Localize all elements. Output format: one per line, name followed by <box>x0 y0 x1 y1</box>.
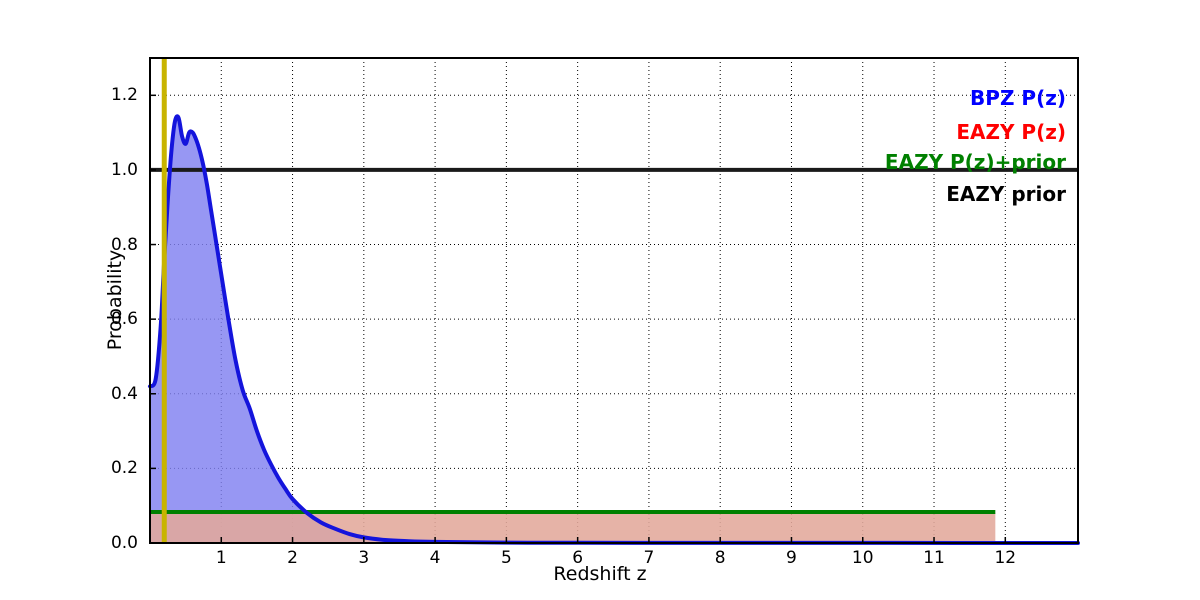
plot-background <box>150 58 1078 543</box>
tick-marks <box>150 94 1007 544</box>
y-tick-label: 1.2 <box>110 85 138 106</box>
y-tick-label: 0.0 <box>110 533 138 553</box>
y-tick-label: 1.0 <box>110 159 138 180</box>
eazy-pz-area <box>150 512 996 543</box>
x-axis-label: Redshift z <box>553 563 647 585</box>
legend-entry-2: EAZY P(z) <box>956 120 1066 144</box>
x-tick-label: 7 <box>643 548 655 568</box>
legend-entry-1: BPZ P(z) <box>970 86 1066 110</box>
x-tick-label: 5 <box>500 548 512 568</box>
x-tick-label: 8 <box>714 548 726 568</box>
x-tick-label: 2 <box>287 548 298 568</box>
x-tick-label: 1 <box>215 548 227 568</box>
axes-frame <box>149 57 1079 544</box>
x-tick-label: 12 <box>994 548 1017 568</box>
bpz-pz-curve <box>148 114 1080 545</box>
legend-entry-3: EAZY P(z)+prior <box>884 150 1066 174</box>
x-tick-label: 6 <box>572 548 584 568</box>
y-tick-label: 0.8 <box>110 234 138 255</box>
y-tick-label: 0.2 <box>110 458 138 479</box>
x-tick-label: 4 <box>429 548 441 568</box>
legend-entry-4: EAZY prior <box>946 182 1066 206</box>
x-tick-label: 9 <box>786 548 797 568</box>
bpz-pz-area <box>150 116 1078 543</box>
x-tick-label: 3 <box>358 548 370 568</box>
x-tick-label: 10 <box>851 548 874 568</box>
y-tick-label: 0.6 <box>110 309 138 330</box>
x-tick-label: 11 <box>923 548 945 568</box>
y-tick-label: 0.4 <box>110 383 138 404</box>
